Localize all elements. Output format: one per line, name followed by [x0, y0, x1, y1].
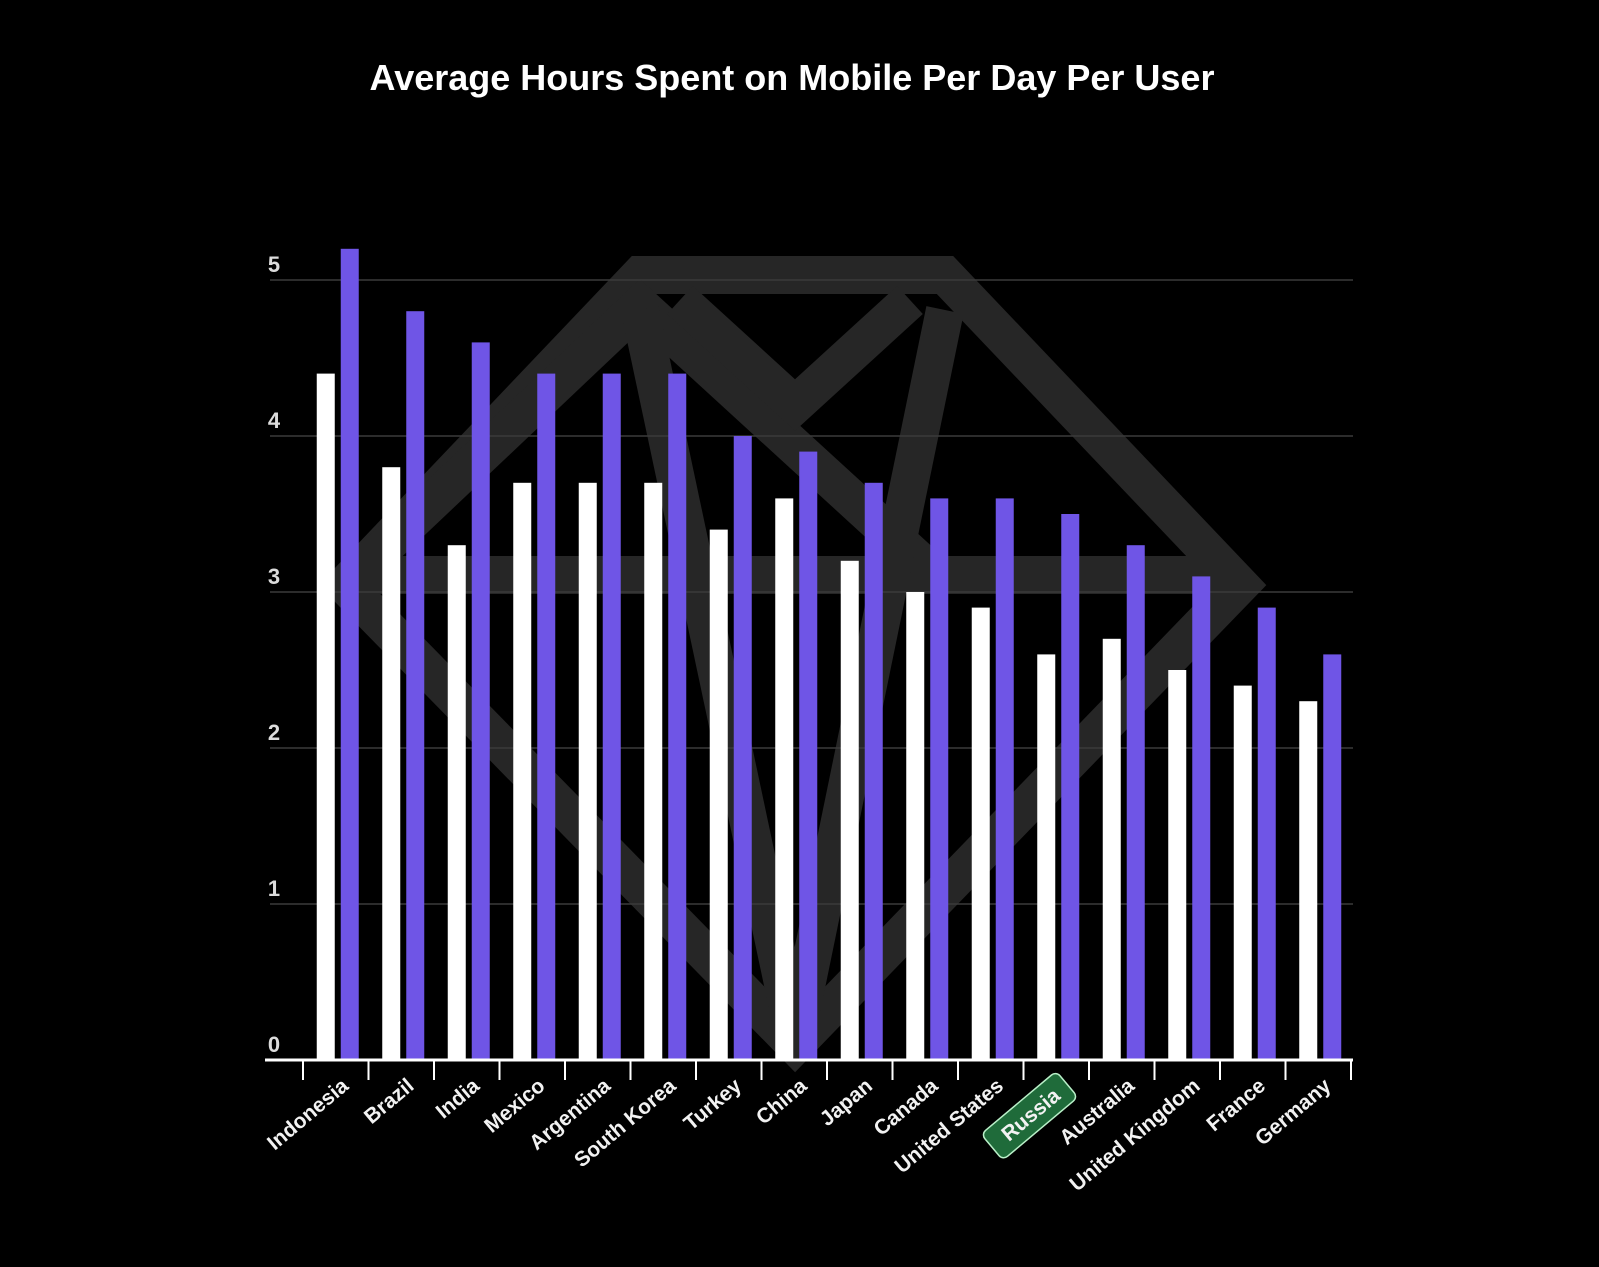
bar-series-2-germany [1323, 654, 1342, 1060]
bar-series-1-united-states [971, 607, 990, 1060]
x-tick-label: Brazil [360, 1074, 419, 1128]
bar-series-2-china [799, 451, 818, 1061]
bar-series-2-mexico [537, 373, 556, 1061]
x-tick-label: Japan [816, 1074, 877, 1131]
bar-series-1-japan [840, 560, 859, 1060]
y-tick-label: 5 [268, 252, 280, 277]
bar-series-1-australia [1102, 638, 1121, 1060]
bar-series-2-canada [930, 498, 949, 1060]
bar-series-1-brazil [382, 467, 401, 1060]
bar-series-1-south-korea [644, 482, 663, 1060]
x-tick-label-group: India [432, 1074, 485, 1123]
x-tick-label-group: Turkey [680, 1074, 747, 1135]
bars [316, 248, 1342, 1061]
y-tick-label: 3 [268, 564, 280, 589]
x-tick-label-group: Japan [816, 1074, 877, 1131]
bar-series-2-turkey [733, 436, 752, 1060]
bar-series-1-france [1233, 685, 1252, 1060]
y-tick-label: 0 [268, 1032, 280, 1057]
chart-title: Average Hours Spent on Mobile Per Day Pe… [370, 57, 1215, 98]
bar-series-2-france [1257, 607, 1276, 1060]
bar-series-1-germany [1299, 701, 1318, 1060]
x-tick-label: India [432, 1074, 485, 1123]
axes [265, 1058, 1353, 1080]
x-tick-label: Turkey [680, 1074, 747, 1135]
bar-series-1-argentina [578, 482, 597, 1060]
bar-series-2-united-states [995, 498, 1014, 1060]
x-tick-label: China [752, 1074, 812, 1129]
x-tick-label-group: Brazil [360, 1074, 419, 1128]
bar-series-2-indonesia [340, 248, 359, 1061]
bar-series-1-mexico [513, 482, 532, 1060]
bar-series-1-turkey [709, 529, 728, 1060]
y-tick-label: 2 [268, 720, 280, 745]
bar-series-1-united-kingdom [1168, 670, 1187, 1060]
bar-series-2-russia [1061, 514, 1080, 1060]
bar-series-1-russia [1037, 654, 1056, 1060]
bar-series-2-japan [864, 482, 883, 1060]
bar-series-2-argentina [602, 373, 621, 1061]
y-tick-label: 4 [268, 408, 281, 433]
y-tick-label: 1 [268, 876, 280, 901]
x-tick-label-group: Indonesia [263, 1074, 353, 1155]
x-tick-label: Indonesia [263, 1074, 353, 1155]
bar-series-2-australia [1126, 545, 1145, 1060]
bar-series-1-canada [906, 592, 925, 1060]
bar-series-1-china [775, 498, 794, 1060]
x-tick-label-group: China [752, 1074, 812, 1129]
bar-series-1-india [447, 545, 466, 1060]
bar-series-2-brazil [406, 311, 425, 1060]
bar-series-2-united-kingdom [1192, 576, 1211, 1060]
bar-series-2-south-korea [668, 373, 687, 1061]
bar-series-1-indonesia [316, 373, 335, 1061]
bar-series-2-india [471, 342, 490, 1060]
highlight-badge [982, 1072, 1077, 1159]
